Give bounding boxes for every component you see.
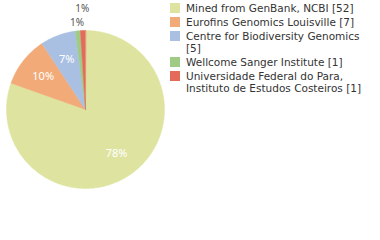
svg-text:1%: 1%	[70, 15, 84, 29]
svg-text:1%: 1%	[75, 1, 89, 15]
html-text:Centre for Biodiversity Genomi: Centre for Biodiversity Genomics [5]	[186, 30, 360, 54]
html-text:Eurofins Genomics Louisville [: Eurofins Genomics Louisville [7]	[186, 16, 354, 28]
svg-text:78%: 78%	[106, 145, 128, 160]
html-text:Mined from GenBank, NCBI [52]: Mined from GenBank, NCBI [52]	[186, 2, 354, 14]
svg-text:10%: 10%	[32, 68, 54, 83]
svg-text:7%: 7%	[59, 51, 74, 66]
html-text:Universidade Federal do Para,: Universidade Federal do Para, Instituto …	[186, 70, 362, 94]
html-text:Wellcome Sanger Institute [1]: Wellcome Sanger Institute [1]	[186, 56, 343, 68]
